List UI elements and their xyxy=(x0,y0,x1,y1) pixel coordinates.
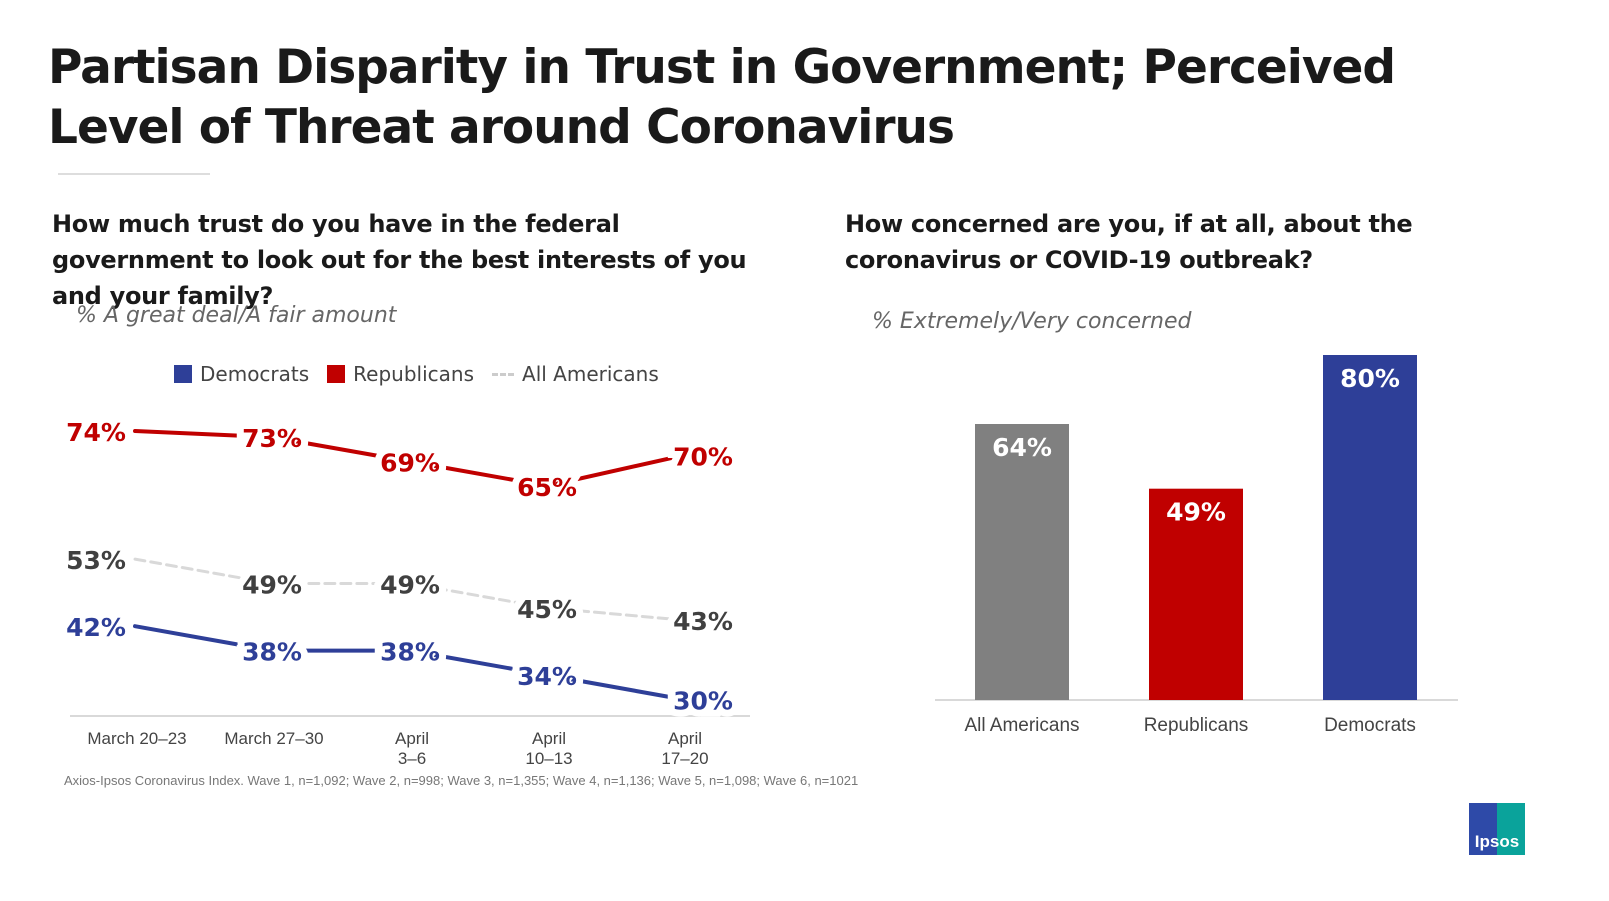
bar-value-label: 64% xyxy=(992,433,1052,462)
bar xyxy=(1323,355,1417,700)
line-chart-subtitle: % A great deal/A fair amount xyxy=(76,303,397,328)
x-tick-label: March 20–23 xyxy=(87,729,186,748)
data-label: 70% xyxy=(673,442,733,471)
data-label: 73% xyxy=(242,424,302,453)
data-label: 34% xyxy=(517,662,577,691)
divider xyxy=(58,173,210,175)
data-label: 53% xyxy=(66,546,126,575)
data-label: 38% xyxy=(242,638,302,667)
data-label: 49% xyxy=(242,571,302,600)
bar xyxy=(1149,488,1243,700)
legend: Democrats Republicans All Americans xyxy=(174,362,659,386)
bar-value-label: 49% xyxy=(1166,498,1226,527)
data-label: 74% xyxy=(66,418,126,447)
series-line-democrats xyxy=(133,624,685,702)
data-label: 49% xyxy=(380,571,440,600)
data-label: 30% xyxy=(673,686,733,715)
x-tick-label: April 10–13 xyxy=(525,729,572,768)
legend-democrats: Democrats xyxy=(174,362,309,386)
page-title: Partisan Disparity in Trust in Governmen… xyxy=(48,40,1396,155)
bar-value-label: 80% xyxy=(1340,364,1400,393)
x-tick-label: April 17–20 xyxy=(661,729,708,768)
bar-category-label: Democrats xyxy=(1324,715,1416,736)
data-label: 43% xyxy=(673,607,733,636)
bar-category-label: All Americans xyxy=(964,715,1079,736)
data-label: 65% xyxy=(517,473,577,502)
data-label: 45% xyxy=(517,595,577,624)
line-chart-question: How much trust do you have in the federa… xyxy=(52,210,747,310)
series-line-republicans xyxy=(133,429,685,488)
x-tick-label: April 3–6 xyxy=(395,729,429,768)
series-line-all-americans xyxy=(133,557,685,622)
x-tick-label: March 27–30 xyxy=(224,729,323,748)
legend-republicans: Republicans xyxy=(327,362,474,386)
bar xyxy=(975,424,1069,700)
data-label: 38% xyxy=(380,638,440,667)
bar-category-label: Republicans xyxy=(1144,715,1249,736)
data-label: 69% xyxy=(380,449,440,478)
source-note: Axios-Ipsos Coronavirus Index. Wave 1, n… xyxy=(64,773,859,788)
bar-chart-question: How concerned are you, if at all, about … xyxy=(845,210,1413,274)
data-label: 42% xyxy=(66,613,126,642)
ipsos-logo: Ipsos xyxy=(1469,803,1525,855)
legend-all-americans: All Americans xyxy=(492,362,659,386)
bar-chart-subtitle: % Extremely/Very concerned xyxy=(872,309,1192,334)
